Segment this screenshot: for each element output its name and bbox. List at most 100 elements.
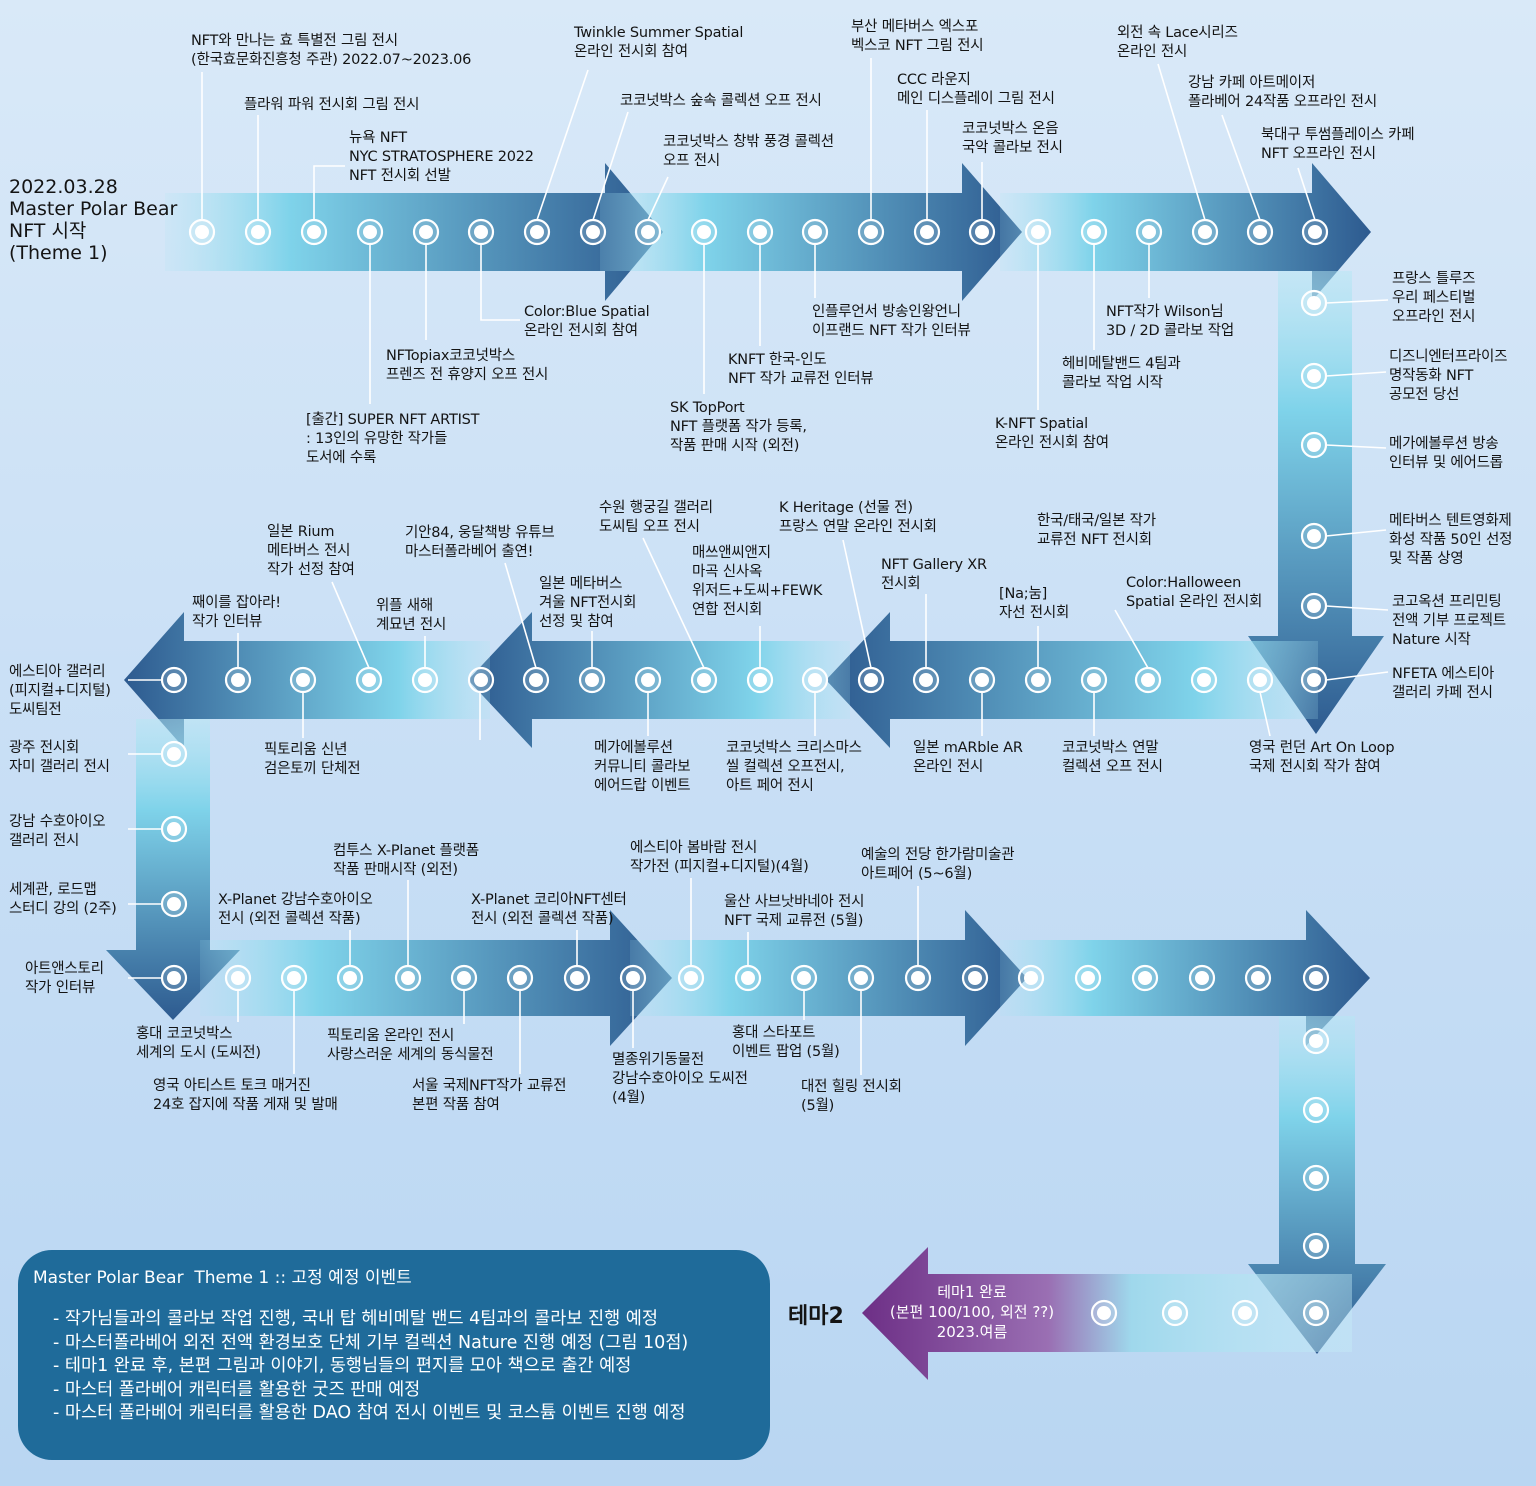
timeline-node-core — [585, 673, 599, 687]
timeline-node-core — [1087, 673, 1101, 687]
event-label: 코코넛박스 온음 국악 콜라보 전시 — [962, 121, 1063, 156]
event-label: 울산 사브낫바네아 전시 NFT 국제 교류전 (5월) — [724, 894, 865, 929]
row3-arrow-3 — [1000, 910, 1370, 1046]
event-label: 인플루언서 방송인왕언니 이프랜드 NFT 작가 인터뷰 — [812, 304, 971, 339]
event-label: 디즈니엔터프라이즈 명작동화 NFT 공모전 당선 — [1389, 349, 1508, 403]
timeline-node-core — [1087, 225, 1101, 239]
timeline-node-core — [1309, 1103, 1323, 1117]
event-label: 코코넛박스 크리스마스 씰 컬렉션 오프전시, 아트 페어 전시 — [726, 740, 862, 794]
event-label: CCC 라운지 메인 디스플레이 그림 전시 — [897, 72, 1055, 107]
event-label: 일본 메타버스 겨울 NFT전시회 선정 및 참여 — [539, 576, 637, 630]
timeline-node-core — [296, 673, 310, 687]
timeline-node-core — [1238, 1306, 1252, 1320]
event-label: X-Planet 강남수호아이오 전시 (외전 콜렉션 작품) — [218, 892, 373, 927]
timeline-node-core — [684, 971, 698, 985]
timeline-node-core — [1308, 225, 1322, 239]
timeline-node-core — [1142, 225, 1156, 239]
timeline-node-core — [287, 971, 301, 985]
event-label: NFT작가 Wilson님 3D / 2D 콜라보 작업 — [1106, 304, 1235, 339]
timeline-node-core — [251, 225, 265, 239]
timeline-node-core — [808, 673, 822, 687]
plan-item: 마스터 폴라베어 캐릭터를 활용한 굿즈 판매 예정 — [53, 1379, 770, 1403]
event-label: 예술의 전당 한가람미술관 아트페어 (5~6월) — [861, 847, 1015, 882]
timeline-node-core — [513, 971, 527, 985]
connector-line — [536, 69, 589, 221]
timeline-node-core — [975, 673, 989, 687]
plan-list: 작가님들과의 콜라보 작업 진행, 국내 탑 헤비메탈 밴드 4팀과의 콜라보 … — [53, 1308, 770, 1426]
event-label: 한국/태국/일본 작가 교류전 NFT 전시회 — [1037, 513, 1156, 548]
connector-line — [1325, 605, 1389, 611]
timeline-node-core — [1168, 1306, 1182, 1320]
timeline-node-core — [1031, 225, 1045, 239]
event-label: 북대구 투썸플레이스 카페 NFT 오프라인 전시 — [1261, 127, 1415, 162]
timeline-node-core — [753, 673, 767, 687]
timeline-node-core — [1081, 971, 1095, 985]
timeline-node-core — [1307, 673, 1321, 687]
connector-line — [504, 562, 537, 669]
connector-line — [592, 111, 629, 221]
event-label: 픽토리움 신년 검은토끼 단체전 — [264, 742, 361, 777]
far-right-down-arrow — [1248, 1016, 1386, 1354]
event-label: 영국 아티스트 토크 매거진 24호 잡지에 작품 게재 및 발매 — [153, 1078, 338, 1113]
event-label: 픽토리움 온라인 전시 사랑스러운 세계의 동식물전 — [327, 1028, 494, 1063]
event-label: NFT와 만나는 효 특별전 그림 전시 (한국효문화진흥청 주관) 2022.… — [191, 33, 472, 68]
timeline-node-core — [697, 225, 711, 239]
timeline-node-core — [529, 673, 543, 687]
event-label: 부산 메타버스 엑스포 벡스코 NFT 그림 전시 — [851, 19, 984, 54]
theme2-label: 테마2 — [788, 1304, 844, 1329]
connector-line — [1114, 609, 1149, 669]
planned-events-box: Master Polar Bear Theme 1 :: 고정 예정 이벤트 작… — [18, 1250, 770, 1460]
connector-line — [1259, 691, 1271, 737]
timeline-node-core — [1309, 1034, 1323, 1048]
timeline-node-core — [864, 673, 878, 687]
timeline-node-core — [167, 822, 181, 836]
plan-item: 테마1 완료 후, 본편 그림과 이야기, 동행님들의 편지를 모아 책으로 출… — [53, 1355, 770, 1379]
event-label: Color:Halloween Spatial 온라인 전시회 — [1126, 575, 1263, 610]
event-label: [Na;눔] 자선 전시회 — [999, 586, 1070, 621]
event-label: 플라워 파워 전시회 그림 전시 — [244, 97, 420, 113]
connector-line — [1325, 299, 1389, 304]
row2-arrow-1 — [826, 612, 1318, 748]
timeline-node-core — [864, 225, 878, 239]
event-label: 에스티아 봄바람 전시 작가전 (피지컬+디지털)(4월) — [630, 840, 809, 875]
event-label: Color:Blue Spatial 온라인 전시회 참여 — [524, 304, 650, 339]
timeline-node-core — [570, 971, 584, 985]
event-label: 코코넛박스 창밖 풍경 콜렉션 오프 전시 — [663, 134, 834, 169]
timeline-node-core — [167, 897, 181, 911]
timeline-node-core — [457, 971, 471, 985]
event-label: [출간] SUPER NFT ARTIST : 13인의 유망한 작가들 도서에… — [306, 412, 480, 466]
event-label: NFT Gallery XR 전시회 — [881, 557, 987, 592]
timeline-node-core — [307, 225, 321, 239]
timeline-node-core — [1309, 1171, 1323, 1185]
timeline-node-core — [231, 673, 245, 687]
timeline-node-core — [1307, 599, 1321, 613]
timeline-node-core — [401, 971, 415, 985]
timeline-node-core — [1198, 225, 1212, 239]
timeline-node-core — [741, 971, 755, 985]
timeline-node-core — [1309, 971, 1323, 985]
connector-line — [1221, 114, 1261, 221]
timeline-node-core — [1309, 1306, 1323, 1320]
connector-line — [1325, 529, 1387, 537]
connector-line — [1157, 63, 1206, 221]
plan-item: 마스터 폴라베어 캐릭터를 활용한 DAO 참여 전시 이벤트 및 코스튬 이벤… — [53, 1402, 770, 1426]
event-label: 영국 런던 Art On Loop 국제 전시회 작가 참여 — [1249, 740, 1395, 775]
connector-line — [647, 176, 669, 221]
event-label: X-Planet 코리아NFT센터 전시 (외전 콜렉션 작품) — [471, 892, 627, 927]
timeline-node-core — [1307, 296, 1321, 310]
final-label: 테마1 완료 (본편 100/100, 외전 ??) 2023.여름 — [889, 1283, 1055, 1341]
event-label: 광주 전시회 자미 갤러리 전시 — [9, 740, 110, 775]
event-label: 일본 Rium 메타버스 전시 작가 선정 참여 — [267, 524, 355, 578]
event-label: K-NFT Spatial 온라인 전시회 참여 — [995, 416, 1109, 451]
event-label: 위플 새해 계묘년 전시 — [376, 598, 447, 633]
timeline-node-core — [1024, 971, 1038, 985]
connector-line — [1325, 371, 1387, 377]
event-label: 코코넛박스 연말 컬렉션 오프 전시 — [1062, 740, 1163, 775]
event-label: 매쓰앤씨앤지 마곡 신사옥 위저드+도씨+FEWK 연합 전시회 — [692, 545, 823, 618]
plan-item: 마스터폴라베어 외전 전액 환경보호 단체 기부 컬렉션 Nature 진행 예… — [53, 1332, 770, 1356]
connector-line — [480, 244, 520, 321]
timeline-node-core — [1307, 369, 1321, 383]
event-label: 헤비메탈밴드 4팀과 콜라보 작업 시작 — [1062, 356, 1181, 391]
timeline-node-core — [363, 225, 377, 239]
